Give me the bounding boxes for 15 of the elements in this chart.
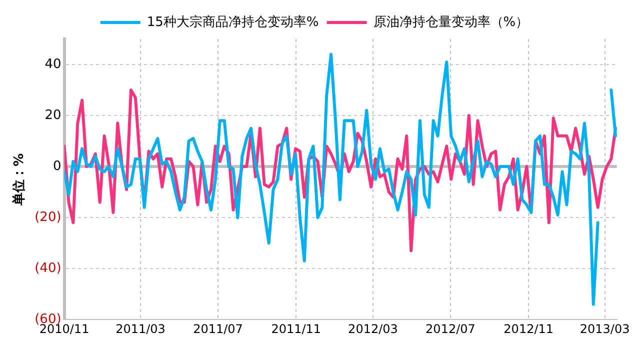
x-tick-label: 2012/03 (348, 322, 398, 336)
y-axis-title: 单位：% (11, 153, 28, 206)
y-tick-label: (20) (34, 210, 62, 225)
x-tick-label: 2011/11 (271, 322, 322, 336)
y-tick-label: 20 (44, 108, 62, 123)
legend-label: 15种大宗商品净持仓变动率% (146, 14, 319, 30)
x-tick-label: 2012/07 (426, 322, 476, 336)
y-tick-label: 40 (44, 56, 62, 72)
x-tick-label: 2012/11 (504, 322, 554, 336)
y-tick-label: 0 (53, 158, 62, 174)
x-tick-label: 2011/03 (116, 322, 166, 336)
y-tick-label: (40) (34, 260, 62, 276)
x-tick-label: 2011/07 (193, 322, 243, 336)
x-tick-label: 2013/03 (580, 322, 630, 336)
legend-label: 原油净持仓量变动率（%） (373, 14, 529, 30)
